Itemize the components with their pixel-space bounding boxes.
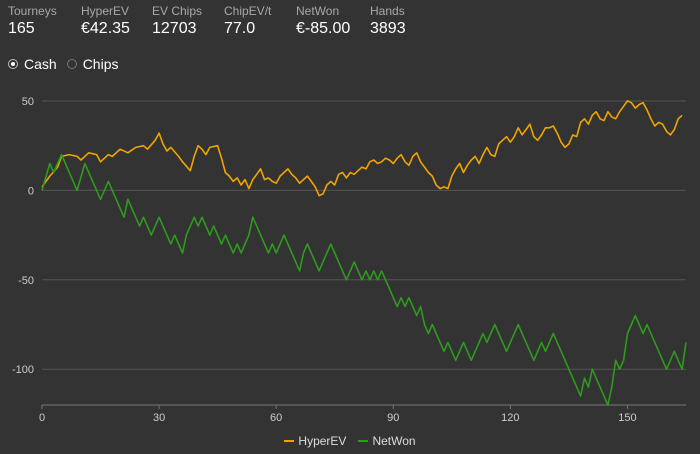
stat-value: 3893: [370, 20, 406, 37]
x-tick-label: 90: [387, 412, 399, 424]
stat-netwon: NetWon €-85.00: [296, 4, 370, 40]
stat-hyperev: HyperEV €42.35: [81, 4, 152, 40]
x-tick-label: 60: [270, 412, 282, 424]
y-tick-label: 0: [28, 185, 34, 197]
stat-value: €42.35: [81, 20, 130, 37]
legend-item-netwon[interactable]: NetWon: [358, 434, 416, 448]
x-tick-label: 150: [618, 412, 636, 424]
legend-swatch-hyperev: [284, 440, 295, 442]
x-tick-label: 0: [39, 412, 45, 424]
legend-label-hyperev: HyperEV: [298, 434, 347, 448]
legend-item-hyperev[interactable]: HyperEV: [284, 434, 346, 448]
stat-hands: Hands 3893: [370, 4, 442, 40]
x-tick-label: 120: [501, 412, 519, 424]
stat-value: €-85.00: [296, 20, 351, 37]
x-tick-label: 30: [153, 412, 165, 424]
series-line-netwon: [41, 153, 687, 406]
radio-cash-label: Cash: [24, 56, 57, 72]
legend-label-netwon: NetWon: [372, 434, 416, 448]
radio-chips-label: Chips: [82, 56, 119, 72]
stat-value: 12703: [152, 20, 197, 37]
y-tick-label: 50: [22, 96, 34, 108]
stat-label: EV Chips: [152, 4, 203, 18]
radio-unchecked-icon: [66, 59, 77, 69]
radio-chips[interactable]: Chips: [66, 56, 119, 72]
y-tick-label: -50: [18, 275, 34, 287]
stat-value: 165: [8, 20, 35, 37]
stat-label: ChipEV/t: [224, 4, 272, 18]
chart-legend: HyperEV NetWon: [0, 434, 700, 448]
series-line-hyperev: [41, 100, 683, 197]
stat-label: Tourneys: [8, 4, 57, 18]
stat-label: HyperEV: [81, 4, 130, 18]
radio-checked-icon: [8, 59, 18, 69]
stat-tourneys: Tourneys 165: [8, 4, 81, 40]
y-tick-label: -100: [12, 364, 34, 376]
stat-value: 77.0: [224, 20, 256, 37]
mode-selector: Cash Chips: [8, 56, 128, 72]
stat-ev-chips: EV Chips 12703: [152, 4, 224, 40]
legend-swatch-netwon: [358, 440, 369, 442]
stats-bar: Tourneys 165 HyperEV €42.35 EV Chips 127…: [8, 4, 442, 40]
stat-label: Hands: [370, 4, 405, 18]
stat-label: NetWon: [296, 4, 340, 18]
stat-chipev: ChipEV/t 77.0: [224, 4, 296, 40]
radio-cash[interactable]: Cash: [8, 56, 57, 72]
